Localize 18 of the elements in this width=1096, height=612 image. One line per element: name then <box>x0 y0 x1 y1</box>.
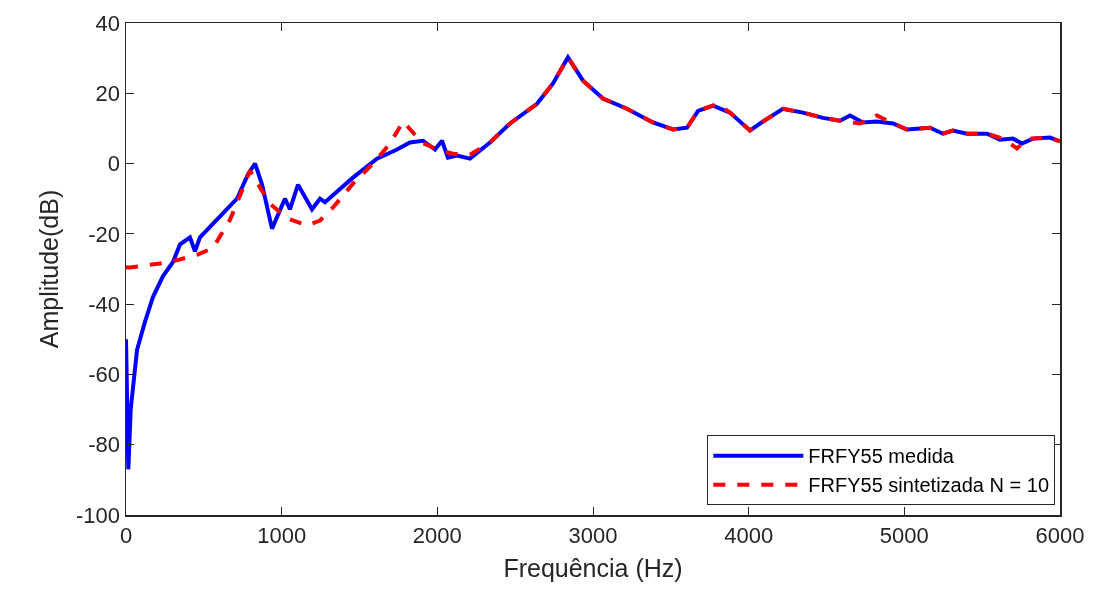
y-tick-label: -60 <box>88 362 121 388</box>
y-tick-label: 40 <box>95 10 121 36</box>
x-tick-label: 1000 <box>257 522 307 548</box>
y-tick-label: -100 <box>76 502 121 528</box>
y-tick-label: -40 <box>88 291 121 317</box>
x-tick-label: 4000 <box>724 522 774 548</box>
x-tick-label: 3000 <box>568 522 618 548</box>
legend-label: FRFY55 sintetizada N = 10 <box>808 474 1050 497</box>
y-tick-label: 20 <box>95 80 121 106</box>
y-axis-title: Amplitude(dB) <box>35 189 64 349</box>
x-tick-label: 6000 <box>1035 522 1085 548</box>
x-tick-label: 5000 <box>879 522 929 548</box>
legend-label: FRFY55 medida <box>808 445 955 468</box>
y-tick-label: -20 <box>88 221 121 247</box>
x-tick-label: 2000 <box>412 522 462 548</box>
x-axis-title: Frequência (Hz) <box>503 553 683 582</box>
y-tick-label: -80 <box>88 432 121 458</box>
y-tick-label: 0 <box>107 151 121 177</box>
